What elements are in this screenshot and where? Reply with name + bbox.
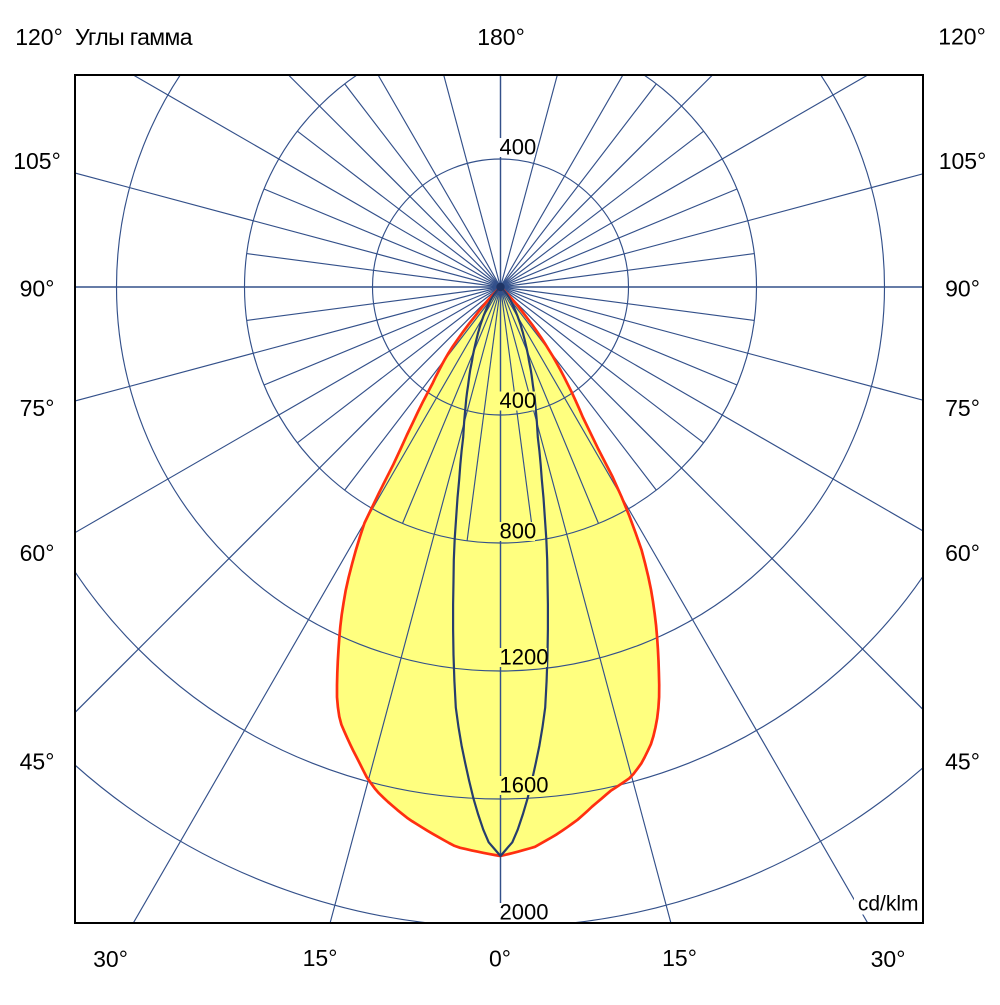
svg-text:90°: 90° bbox=[20, 276, 55, 302]
svg-text:60°: 60° bbox=[945, 540, 980, 566]
svg-text:120°: 120° bbox=[15, 24, 63, 50]
svg-text:1200: 1200 bbox=[500, 645, 549, 670]
svg-text:Углы гамма: Углы гамма bbox=[75, 24, 193, 50]
svg-text:800: 800 bbox=[500, 519, 537, 544]
svg-text:cd/klm: cd/klm bbox=[858, 893, 919, 916]
svg-text:75°: 75° bbox=[945, 395, 980, 421]
svg-text:1600: 1600 bbox=[500, 773, 549, 798]
svg-text:400: 400 bbox=[500, 388, 537, 413]
svg-text:45°: 45° bbox=[945, 749, 980, 775]
svg-text:75°: 75° bbox=[20, 395, 55, 421]
svg-text:120°: 120° bbox=[938, 24, 986, 50]
svg-text:60°: 60° bbox=[20, 540, 55, 566]
svg-text:30°: 30° bbox=[93, 946, 128, 972]
svg-text:30°: 30° bbox=[871, 946, 906, 972]
svg-text:105°: 105° bbox=[939, 148, 987, 174]
svg-text:400: 400 bbox=[500, 135, 537, 160]
svg-text:15°: 15° bbox=[303, 945, 338, 971]
svg-text:15°: 15° bbox=[662, 945, 697, 971]
svg-text:0°: 0° bbox=[489, 946, 511, 972]
svg-text:180°: 180° bbox=[477, 24, 525, 50]
svg-text:105°: 105° bbox=[13, 148, 61, 174]
svg-text:2000: 2000 bbox=[500, 900, 549, 925]
svg-text:45°: 45° bbox=[20, 749, 55, 775]
svg-text:90°: 90° bbox=[945, 276, 980, 302]
